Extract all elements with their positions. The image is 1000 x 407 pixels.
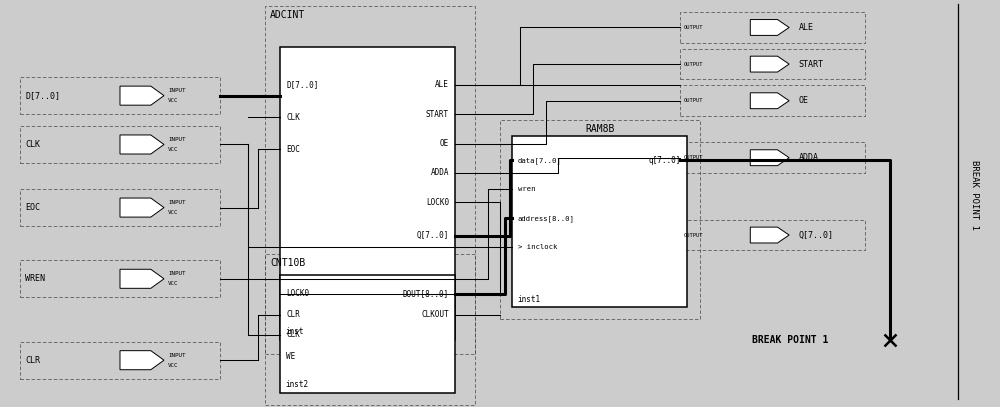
Bar	[265, 254, 475, 405]
Text: OUTPUT: OUTPUT	[684, 25, 704, 30]
Text: BREAK POINT 1: BREAK POINT 1	[970, 160, 979, 230]
Text: inst2: inst2	[285, 381, 308, 389]
Text: ADDA: ADDA	[798, 153, 818, 162]
Text: INPUT: INPUT	[168, 271, 185, 276]
Text: INPUT: INPUT	[168, 200, 185, 205]
Polygon shape	[750, 227, 789, 243]
Text: ADDA: ADDA	[430, 168, 449, 177]
Text: q[7..0]: q[7..0]	[649, 156, 681, 165]
Text: CLK: CLK	[25, 140, 40, 149]
Text: VCC: VCC	[168, 147, 178, 152]
Text: wren: wren	[518, 186, 536, 193]
Bar	[512, 136, 687, 307]
Text: ALE: ALE	[435, 81, 449, 90]
Text: ALE: ALE	[798, 23, 813, 32]
Bar	[680, 142, 865, 173]
Text: CLK: CLK	[286, 113, 300, 122]
Bar	[20, 189, 220, 226]
Bar	[280, 47, 455, 340]
Text: WREN: WREN	[25, 274, 45, 283]
Bar	[680, 49, 865, 79]
Text: VCC: VCC	[168, 210, 178, 215]
Bar	[500, 120, 700, 319]
Text: VCC: VCC	[168, 363, 178, 368]
Polygon shape	[120, 351, 164, 370]
Text: data[7..0]: data[7..0]	[518, 157, 562, 164]
Text: CLK: CLK	[286, 330, 300, 339]
Polygon shape	[750, 20, 789, 35]
Polygon shape	[120, 198, 164, 217]
Bar	[265, 6, 475, 354]
Text: CLR: CLR	[286, 311, 300, 319]
Bar	[20, 126, 220, 163]
Text: OUTPUT: OUTPUT	[684, 61, 704, 67]
Bar	[20, 77, 220, 114]
Text: DOUT[8..0]: DOUT[8..0]	[403, 289, 449, 298]
Text: OUTPUT: OUTPUT	[684, 155, 704, 160]
Text: START: START	[426, 110, 449, 119]
Text: LOCK0: LOCK0	[426, 198, 449, 207]
Text: CLKOUT: CLKOUT	[421, 311, 449, 319]
Text: > inclock: > inclock	[518, 244, 557, 249]
Bar	[280, 275, 455, 393]
Text: WE: WE	[286, 352, 295, 361]
Bar	[20, 260, 220, 297]
Polygon shape	[750, 56, 789, 72]
Text: OE: OE	[440, 139, 449, 148]
Text: OUTPUT: OUTPUT	[684, 98, 704, 103]
Text: D[7..0]: D[7..0]	[25, 91, 60, 100]
Bar	[680, 12, 865, 43]
Polygon shape	[120, 135, 164, 154]
Text: EOC: EOC	[286, 145, 300, 154]
Text: INPUT: INPUT	[168, 137, 185, 142]
Polygon shape	[750, 150, 789, 166]
Bar	[680, 85, 865, 116]
Bar	[20, 342, 220, 379]
Polygon shape	[750, 93, 789, 109]
Text: OE: OE	[798, 96, 808, 105]
Text: OUTPUT: OUTPUT	[684, 232, 704, 238]
Text: VCC: VCC	[168, 98, 178, 103]
Text: CNT10B: CNT10B	[270, 258, 305, 269]
Text: address[8..0]: address[8..0]	[518, 215, 575, 222]
Text: LOCK0: LOCK0	[286, 289, 309, 298]
Text: Q[7..0]: Q[7..0]	[417, 231, 449, 240]
Text: CLR: CLR	[25, 356, 40, 365]
Text: EOC: EOC	[25, 203, 40, 212]
Polygon shape	[120, 269, 164, 288]
Text: RAM8B: RAM8B	[585, 124, 615, 134]
Text: inst: inst	[285, 327, 304, 336]
Text: INPUT: INPUT	[168, 88, 185, 93]
Polygon shape	[120, 86, 164, 105]
Text: BREAK POINT 1: BREAK POINT 1	[752, 335, 828, 345]
Text: START: START	[798, 59, 823, 69]
Text: VCC: VCC	[168, 281, 178, 287]
Text: Q[7..0]: Q[7..0]	[798, 230, 833, 240]
Bar	[680, 220, 865, 250]
Text: D[7..0]: D[7..0]	[286, 81, 318, 90]
Text: ADCINT: ADCINT	[270, 10, 305, 20]
Text: inst1: inst1	[517, 295, 540, 304]
Text: INPUT: INPUT	[168, 352, 185, 358]
